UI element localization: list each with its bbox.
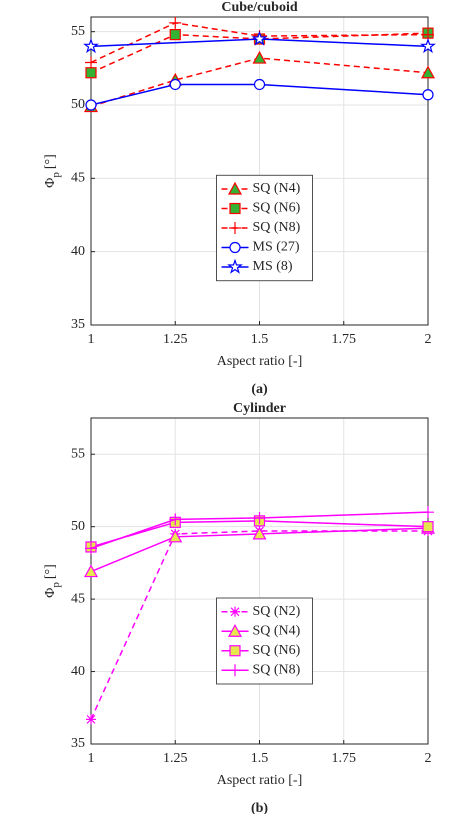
- caption: (b): [251, 801, 268, 814]
- data-point: [86, 714, 96, 725]
- y-label-unit: [°]: [43, 154, 58, 169]
- chart-title: Cylinder: [233, 401, 286, 416]
- data-point: [169, 16, 182, 29]
- y-tick-label: 50: [71, 519, 85, 534]
- x-tick-label: 1.25: [163, 332, 188, 347]
- data-point: [85, 99, 97, 111]
- data-point: [422, 521, 434, 533]
- legend-marker: [229, 222, 241, 234]
- legend-marker: [230, 606, 240, 617]
- data-point: [251, 30, 268, 46]
- series-line: [90, 57, 429, 108]
- axes-box: [90, 16, 429, 326]
- y-tick-label: 35: [71, 317, 85, 332]
- axes-box: [90, 417, 429, 745]
- data-point: [168, 529, 183, 543]
- x-tick-label: 1.25: [163, 751, 188, 766]
- x-tick-label: 1: [88, 332, 95, 347]
- y-label-symbol: Φ: [43, 588, 58, 598]
- chart-title: Cube/cuboid: [221, 0, 297, 15]
- legend-label: MS (27): [253, 240, 300, 255]
- x-tick-label: 1: [88, 751, 95, 766]
- data-point: [422, 506, 434, 519]
- y-label-subscript: p: [50, 582, 62, 588]
- x-axis-label: Aspect ratio [-]: [217, 354, 303, 369]
- data-point: [422, 89, 434, 101]
- data-point: [169, 29, 181, 41]
- legend-label: SQ (N4): [253, 623, 301, 638]
- x-tick-label: 2: [425, 332, 432, 347]
- y-tick-label: 55: [71, 446, 85, 461]
- data-point: [169, 78, 181, 91]
- legend-label: MS (8): [253, 259, 293, 274]
- y-label-symbol: Φ: [43, 178, 58, 188]
- data-point: [420, 38, 436, 54]
- y-axis-label: Φp [°]: [43, 154, 61, 188]
- data-point: [83, 38, 99, 54]
- legend-marker: [229, 645, 241, 657]
- data-point: [252, 526, 267, 540]
- legend-marker: [229, 664, 241, 677]
- data-point: [83, 564, 99, 578]
- series-line: [90, 527, 429, 573]
- legend-label: SQ (N8): [253, 220, 301, 235]
- y-tick-label: 55: [71, 24, 85, 39]
- x-tick-label: 1.75: [332, 332, 357, 347]
- y-tick-label: 40: [71, 244, 85, 259]
- series-line: [90, 22, 429, 64]
- series-line: [90, 83, 429, 106]
- data-point: [85, 542, 97, 555]
- legend-marker: [229, 202, 241, 215]
- y-tick-label: 40: [71, 664, 85, 679]
- y-tick-label: 45: [71, 591, 85, 606]
- data-point: [253, 78, 266, 91]
- legend-label: SQ (N6): [253, 643, 301, 658]
- x-tick-label: 1.75: [332, 751, 357, 766]
- y-tick-label: 45: [71, 171, 85, 186]
- y-axis-label: Φp [°]: [43, 564, 61, 598]
- y-label-unit: [°]: [43, 564, 58, 579]
- legend-label: SQ (N4): [253, 181, 301, 196]
- x-axis-label: Aspect ratio [-]: [217, 773, 303, 788]
- y-tick-label: 50: [71, 97, 85, 112]
- legend-label: SQ (N8): [253, 662, 301, 677]
- legend-marker: [229, 241, 241, 254]
- data-point: [85, 56, 97, 69]
- legend-marker: [227, 181, 243, 195]
- x-tick-label: 1.5: [251, 751, 269, 766]
- x-tick-label: 2: [425, 751, 432, 766]
- data-point: [420, 65, 436, 79]
- legend-label: SQ (N2): [253, 604, 301, 619]
- y-tick-label: 35: [71, 736, 85, 751]
- legend-marker: [227, 623, 243, 637]
- data-point: [169, 513, 182, 526]
- x-tick-label: 1.5: [251, 332, 269, 347]
- legend-label: SQ (N6): [253, 201, 301, 216]
- series-line: [90, 511, 429, 550]
- legend-marker: [227, 258, 243, 274]
- data-point: [85, 67, 97, 79]
- data-point: [252, 50, 267, 64]
- data-point: [253, 511, 266, 524]
- caption: (a): [251, 382, 268, 397]
- y-label-subscript: p: [50, 172, 62, 178]
